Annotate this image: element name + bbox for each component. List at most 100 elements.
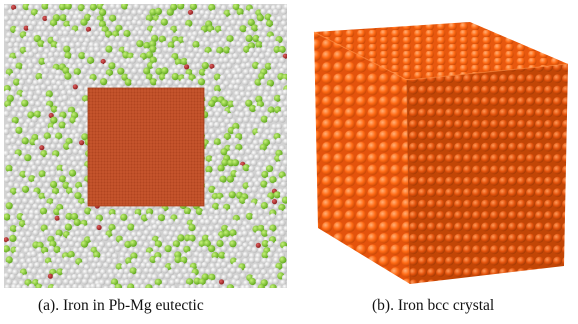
matrix-atom [164,53,171,60]
matrix-atom [60,37,67,44]
solute-atom [108,223,116,232]
matrix-atom [258,263,265,270]
matrix-atom [153,214,160,221]
matrix-atom [254,268,261,275]
matrix-atom [44,191,51,199]
matrix-atom [230,154,237,161]
matrix-atom [196,262,203,269]
matrix-atom [195,13,202,20]
matrix-atom [25,31,32,38]
matrix-atom [151,273,158,281]
solute-atom [185,19,193,27]
matrix-atom [66,100,73,107]
matrix-atom [133,53,140,60]
matrix-atom [254,257,261,264]
matrix-atom [260,78,267,85]
matrix-atom [106,219,113,226]
matrix-atom [233,35,240,42]
matrix-atom [59,51,66,58]
matrix-atom [88,46,95,53]
minor-atom [271,199,278,205]
matrix-atom [163,219,170,226]
matrix-atom [141,246,148,253]
matrix-atom [237,231,244,238]
matrix-atom [34,224,41,231]
matrix-atom [150,20,157,27]
matrix-atom [128,246,135,253]
matrix-atom [252,213,259,220]
matrix-atom [16,73,23,80]
matrix-atom [29,85,36,92]
solute-atom [64,4,72,10]
solute-atom [149,78,158,86]
solute-atom [41,4,49,10]
matrix-atom [140,283,147,288]
solute-atom [155,67,163,75]
matrix-atom [127,209,135,216]
matrix-atom [254,219,261,226]
matrix-atom [190,245,197,252]
matrix-atom [78,85,85,92]
matrix-atom [209,198,216,205]
matrix-atom [9,262,16,269]
matrix-atom [265,85,272,92]
matrix-atom [97,35,104,42]
matrix-atom [91,262,98,269]
matrix-atom [279,230,286,237]
matrix-atom [162,252,169,259]
matrix-atom [4,25,11,32]
matrix-atom [81,67,88,75]
matrix-atom [75,165,82,172]
matrix-atom [211,133,218,140]
matrix-atom [198,48,205,55]
matrix-atom [146,213,153,220]
solute-atom [256,14,264,22]
matrix-atom [267,240,274,248]
matrix-atom [159,283,166,288]
matrix-atom [56,240,63,247]
matrix-atom [78,110,85,118]
solute-atom [38,57,46,65]
minor-atom [282,53,287,59]
solute-atom [143,67,151,75]
solute-atom [208,4,216,11]
matrix-atom [245,91,252,98]
matrix-atom [229,252,236,259]
matrix-atom [4,53,11,60]
matrix-atom [53,91,60,98]
matrix-atom [78,149,85,156]
matrix-atom [242,79,249,86]
matrix-atom [83,263,91,271]
matrix-atom [66,208,73,215]
matrix-atom [209,37,216,44]
matrix-atom [260,106,267,113]
matrix-atom [239,111,246,118]
matrix-atom [81,181,88,188]
matrix-atom [18,191,26,198]
matrix-atom [164,4,171,11]
matrix-atom [208,225,215,232]
matrix-atom [192,78,199,85]
solute-atom [177,234,185,242]
matrix-atom [180,47,187,54]
matrix-atom [145,262,152,269]
matrix-atom [235,78,242,85]
matrix-atom [280,78,287,85]
matrix-atom [32,229,39,236]
matrix-atom [81,79,88,86]
matrix-atom [263,208,270,215]
matrix-atom [264,285,271,288]
matrix-atom [136,79,144,87]
matrix-atom [148,267,155,275]
matrix-atom [152,262,159,269]
matrix-atom [212,181,219,188]
matrix-atom [21,149,28,156]
matrix-atom [65,197,72,205]
solute-atom [258,72,266,80]
matrix-atom [106,257,113,265]
matrix-atom [277,90,284,97]
matrix-atom [131,68,138,75]
solute-atom [188,224,196,232]
matrix-atom [266,229,273,237]
matrix-atom [6,31,13,39]
